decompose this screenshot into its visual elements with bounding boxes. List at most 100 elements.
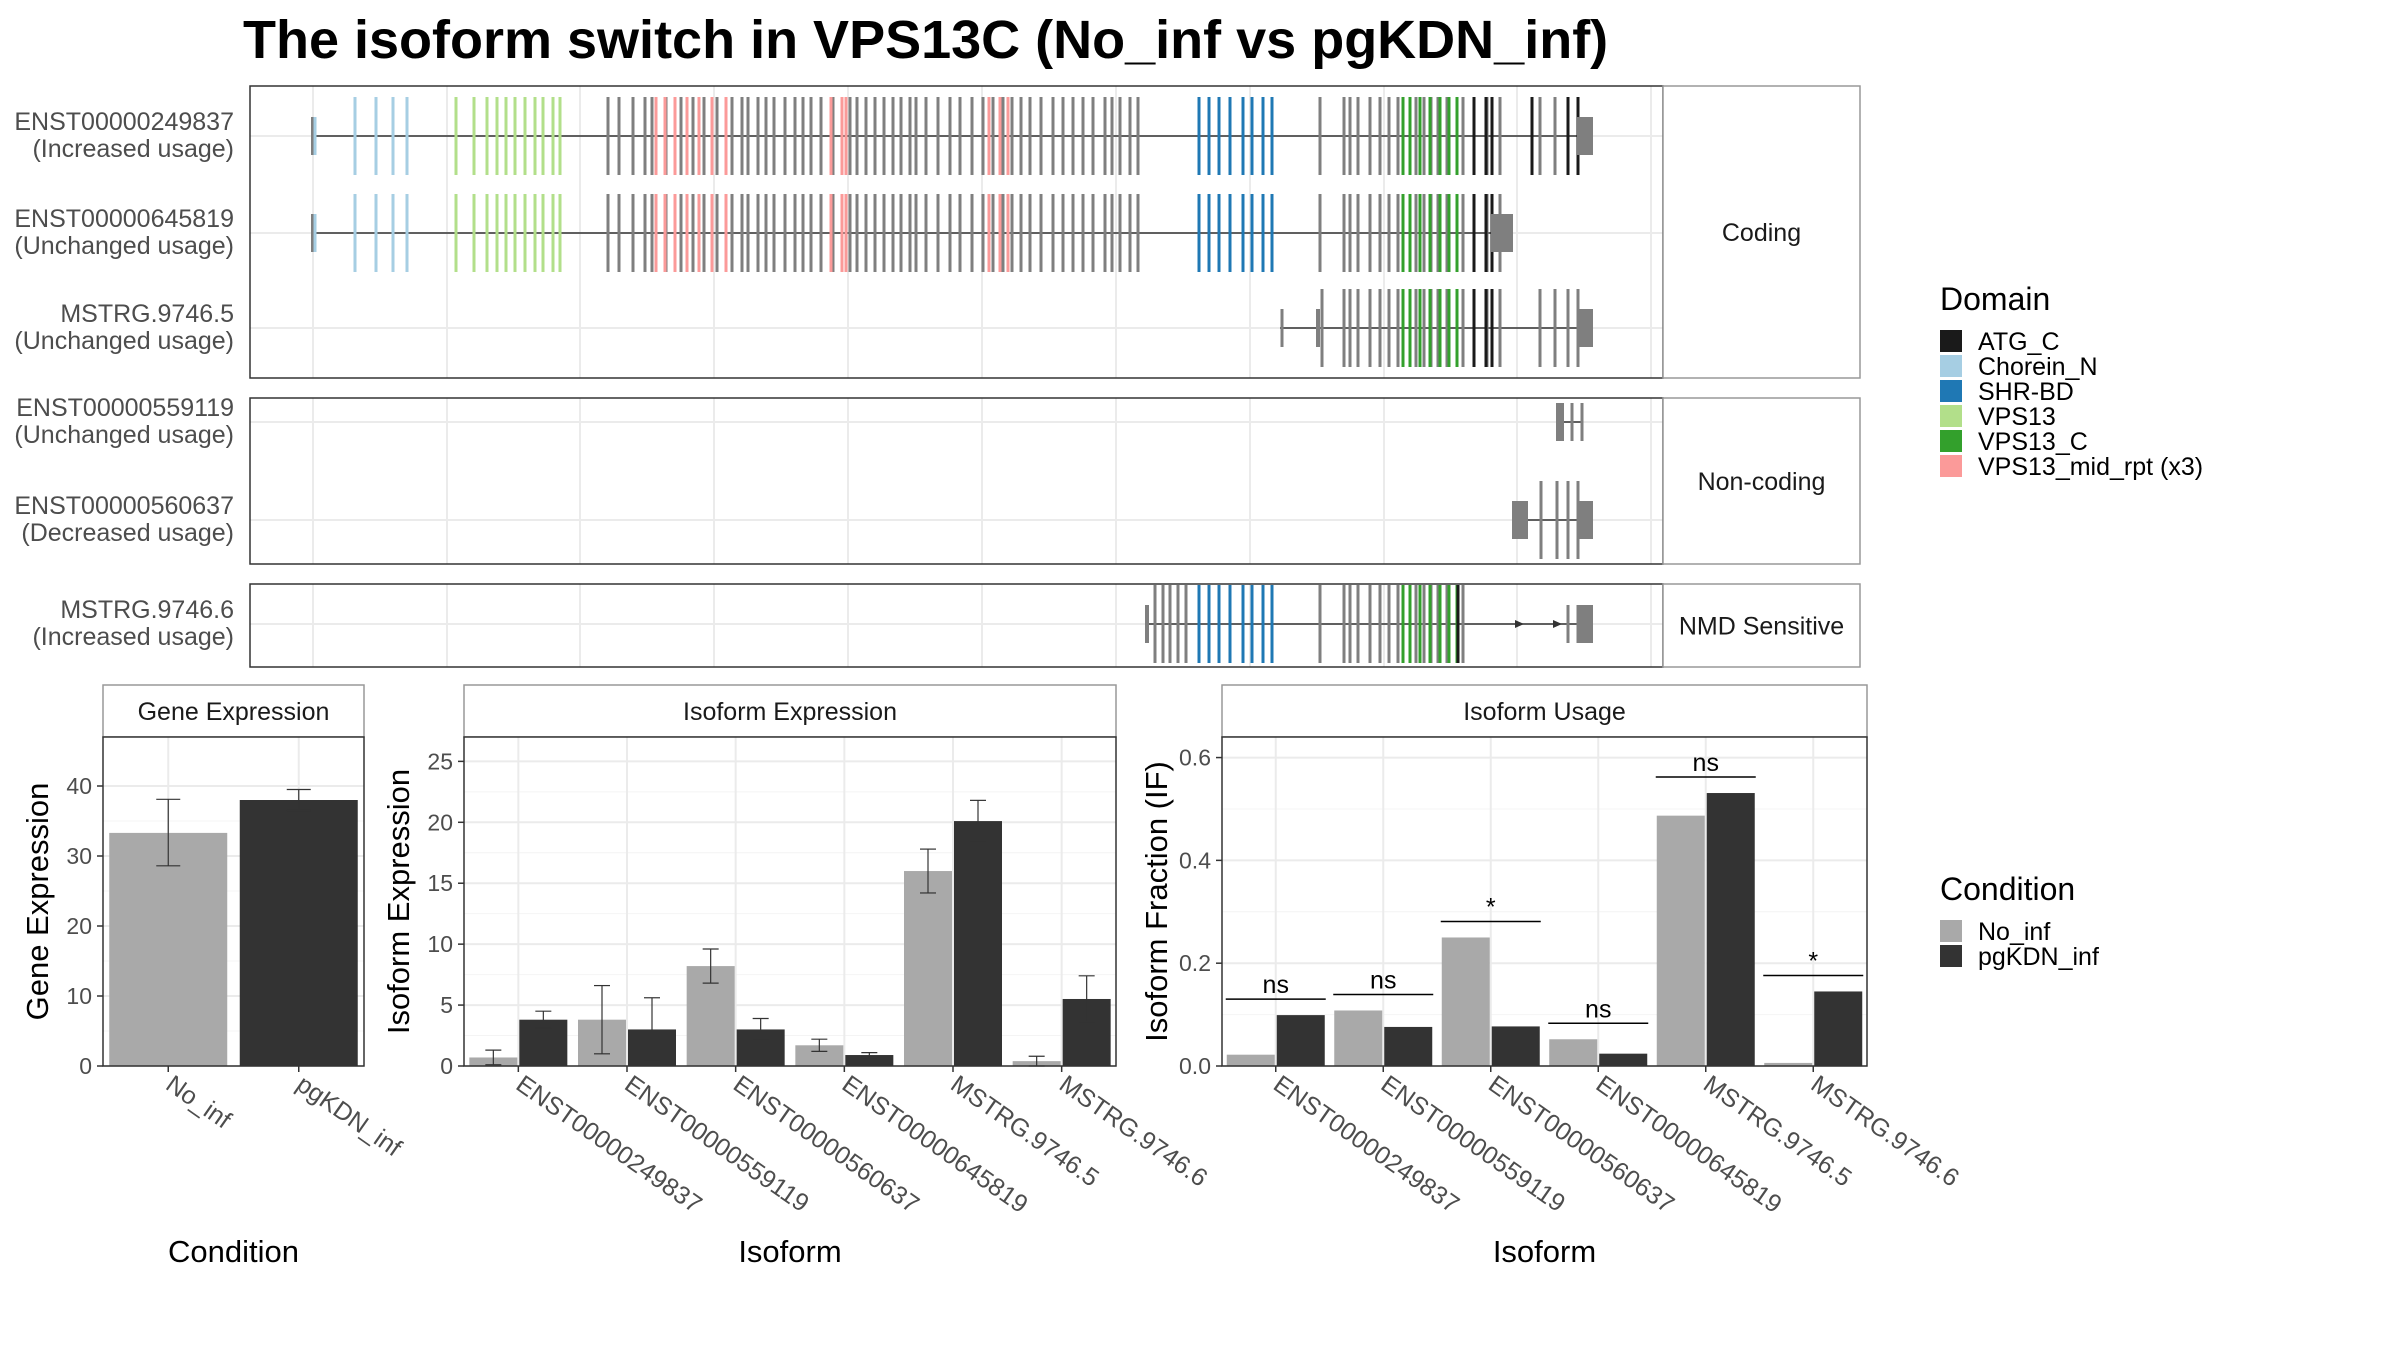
- facet-background: [250, 398, 1663, 564]
- exon: [1051, 97, 1055, 175]
- exon: [1176, 585, 1180, 663]
- transcript-usage-label: (Increased usage): [32, 623, 234, 651]
- exon-domain: [454, 194, 458, 272]
- exon: [1153, 585, 1157, 663]
- exon: [1010, 97, 1014, 175]
- bar: [1656, 815, 1705, 1066]
- exon: [691, 194, 695, 272]
- legend-swatch: [1940, 945, 1962, 967]
- exon: [1342, 289, 1346, 367]
- bar: [1764, 1062, 1813, 1066]
- exon-domain: [998, 97, 1002, 175]
- exon: [981, 97, 985, 175]
- exon: [1396, 194, 1400, 272]
- exon: [1553, 289, 1557, 367]
- exon-domain: [987, 97, 991, 175]
- exon: [1378, 289, 1382, 367]
- bar: [239, 800, 358, 1066]
- y-tick-label: 0.6: [1179, 745, 1211, 771]
- exon: [1318, 97, 1322, 175]
- exon: [948, 194, 952, 272]
- legend-swatch: [1940, 380, 1962, 402]
- exon-domain: [374, 97, 378, 175]
- significance-label: *: [1808, 947, 1818, 975]
- exon-domain: [1456, 585, 1460, 663]
- exon: [1061, 97, 1065, 175]
- exon: [924, 97, 928, 175]
- bar: [1384, 1026, 1433, 1066]
- y-tick-label: 30: [66, 843, 92, 869]
- exon-utr: [1491, 214, 1513, 252]
- y-tick-label: 25: [427, 748, 453, 774]
- y-axis-title: Isoform Expression: [381, 769, 416, 1034]
- exon: [1378, 194, 1382, 272]
- exon: [970, 194, 974, 272]
- exon: [801, 97, 805, 175]
- exon: [1512, 501, 1528, 539]
- transcript-id-label: MSTRG.9746.5: [60, 300, 234, 328]
- exon: [1576, 605, 1580, 643]
- exon: [1396, 289, 1400, 367]
- chart-panel: Isoform Expression 0 5 10 15 20 25 ENST00000249…: [381, 684, 1213, 1269]
- exon-domain: [1270, 585, 1274, 663]
- exon: [914, 194, 918, 272]
- exon-domain: [1455, 194, 1459, 272]
- exon: [1348, 194, 1352, 272]
- exon-domain: [391, 97, 395, 175]
- exon-domain: [485, 194, 489, 272]
- exon: [1010, 194, 1014, 272]
- panel-strip: [463, 684, 1117, 738]
- exon: [991, 194, 995, 272]
- exon-domain: [1250, 585, 1254, 663]
- exon-domain: [495, 97, 499, 175]
- panel-strip: [102, 684, 365, 738]
- exon: [1356, 194, 1360, 272]
- exon: [793, 97, 797, 175]
- bar-chart-panels: Gene Expression 0 10 20 30 40 No_inf pgKDN_inf C…: [20, 684, 1964, 1269]
- significance-label: ns: [1693, 749, 1719, 777]
- exon-domain: [1207, 97, 1211, 175]
- bar: [1334, 1010, 1383, 1066]
- exon: [1387, 194, 1391, 272]
- exon: [793, 194, 797, 272]
- exon-domain: [504, 194, 508, 272]
- exon: [855, 97, 859, 175]
- exon-domain: [654, 194, 658, 272]
- exon: [908, 194, 912, 272]
- exon-domain: [1006, 97, 1010, 175]
- legend-swatch: [1940, 355, 1962, 377]
- exon: [1461, 585, 1465, 663]
- exon-domain: [1241, 585, 1245, 663]
- exon-domain: [1006, 194, 1010, 272]
- exon: [1461, 97, 1465, 175]
- exon-domain: [1490, 97, 1494, 175]
- transcript-id-label: ENST00000560637: [14, 492, 234, 520]
- exon-domain: [533, 97, 537, 175]
- transcript-usage-label: (Unchanged usage): [14, 327, 234, 355]
- facet-strip: [1662, 397, 1861, 565]
- exon: [1356, 585, 1360, 663]
- domain-legend-item: VPS13: [1978, 403, 2056, 431]
- exon-domain: [1418, 585, 1422, 663]
- figure-title: The isoform switch in VPS13C (No_inf vs …: [243, 10, 1608, 70]
- exon: [702, 97, 706, 175]
- exon: [1422, 289, 1426, 367]
- exon-domain: [1241, 194, 1245, 272]
- plot-border: [1221, 736, 1868, 1067]
- exon-domain: [1447, 585, 1451, 663]
- legends: Domain ATG_CChorein_NSHR-BDVPS13VPS13_CVP…: [1940, 281, 2203, 971]
- exon: [1461, 194, 1465, 272]
- legend-swatch: [1940, 920, 1962, 942]
- exon: [1348, 97, 1352, 175]
- exon: [1445, 289, 1449, 367]
- plot-border: [102, 736, 365, 1067]
- domain-legend-item: VPS13_C: [1978, 428, 2088, 456]
- exon-domain: [541, 194, 545, 272]
- exon: [1445, 585, 1449, 663]
- exon-domain: [1197, 194, 1201, 272]
- exon: [1356, 289, 1360, 367]
- exon-domain: [1207, 194, 1211, 272]
- exon: [1530, 97, 1534, 175]
- bar: [109, 832, 228, 1066]
- exon-domain: [844, 97, 848, 175]
